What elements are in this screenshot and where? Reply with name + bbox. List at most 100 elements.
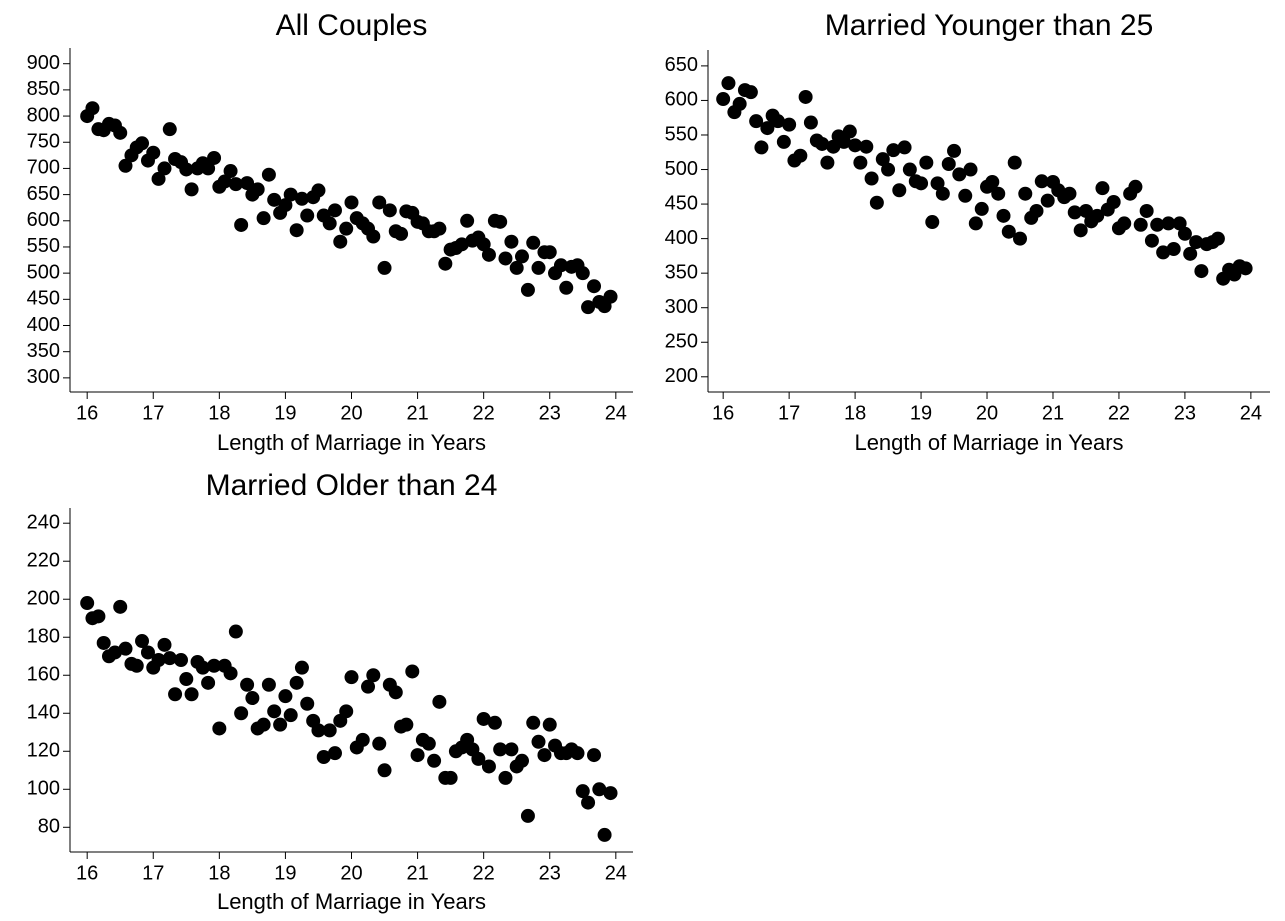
point (1128, 179, 1143, 194)
point (1183, 246, 1198, 261)
point (1013, 231, 1028, 246)
point (234, 706, 249, 721)
point (207, 150, 222, 165)
point (174, 653, 189, 668)
y-tick-label: 600 (665, 89, 698, 111)
point (481, 759, 496, 774)
point (80, 596, 95, 611)
y-tick-label: 140 (27, 702, 60, 724)
point (118, 158, 133, 173)
y-tick-label: 400 (665, 227, 698, 249)
point (151, 653, 166, 668)
point (514, 249, 529, 264)
point (471, 751, 486, 766)
point (217, 174, 232, 189)
point (842, 124, 857, 139)
point (1150, 217, 1165, 232)
point (1177, 226, 1192, 241)
point (294, 660, 309, 675)
x-tick-label: 24 (1240, 402, 1262, 424)
point (914, 176, 929, 191)
x-tick-label: 21 (406, 862, 428, 884)
point (526, 715, 541, 730)
x-tick-label: 16 (76, 862, 98, 884)
point (327, 746, 342, 761)
point (853, 155, 868, 170)
point (1007, 155, 1022, 170)
point (881, 162, 896, 177)
x-axis-label: Length of Marriage in Years (854, 430, 1123, 455)
point (587, 748, 602, 763)
x-tick-label: 22 (473, 402, 495, 424)
point (1238, 261, 1253, 276)
point (410, 748, 425, 763)
point (207, 658, 222, 673)
point (339, 704, 354, 719)
y-tick-label: 250 (665, 331, 698, 353)
point (311, 183, 326, 198)
point (195, 660, 210, 675)
point (798, 89, 813, 104)
point (537, 748, 552, 763)
point (732, 96, 747, 111)
point (443, 770, 458, 785)
point (848, 138, 863, 153)
point (1062, 186, 1077, 201)
point (897, 140, 912, 155)
point (947, 143, 962, 158)
point (322, 723, 337, 738)
point (836, 134, 851, 149)
point (493, 742, 508, 757)
point (803, 115, 818, 130)
point (278, 689, 293, 704)
point (184, 182, 199, 197)
point (721, 76, 736, 91)
point (289, 675, 304, 690)
point (256, 717, 271, 732)
y-tick-label: 650 (27, 183, 60, 205)
x-tick-label: 22 (473, 862, 495, 884)
point (240, 176, 255, 191)
point (514, 753, 529, 768)
point (770, 114, 785, 129)
point (1156, 245, 1171, 260)
point (344, 670, 359, 685)
point (250, 182, 265, 197)
point (968, 216, 983, 231)
point (421, 736, 436, 751)
point (162, 122, 177, 137)
point (201, 161, 216, 176)
chart-title: Married Younger than 25 (825, 9, 1154, 42)
point (118, 641, 133, 656)
x-tick-label: 23 (1174, 402, 1196, 424)
point (592, 782, 607, 797)
x-tick-label: 19 (274, 402, 296, 424)
point (553, 258, 568, 273)
point (1144, 233, 1159, 248)
point (1001, 224, 1016, 239)
x-tick-label: 18 (844, 402, 866, 424)
point (377, 763, 392, 778)
point (487, 715, 502, 730)
y-tick-label: 850 (27, 78, 60, 100)
point (869, 195, 884, 210)
point (157, 161, 172, 176)
point (504, 234, 519, 249)
point (240, 677, 255, 692)
point (228, 177, 243, 192)
point (776, 134, 791, 149)
point (273, 717, 288, 732)
point (316, 749, 331, 764)
point (1090, 208, 1105, 223)
point (581, 795, 596, 810)
y-tick-label: 160 (27, 664, 60, 686)
y-tick-label: 500 (27, 261, 60, 283)
point (1040, 193, 1055, 208)
point (963, 162, 978, 177)
x-tick-label: 19 (910, 402, 932, 424)
chart-title: Married Older than 24 (206, 469, 498, 502)
point (322, 216, 337, 231)
x-tick-label: 16 (712, 402, 734, 424)
point (859, 139, 874, 154)
